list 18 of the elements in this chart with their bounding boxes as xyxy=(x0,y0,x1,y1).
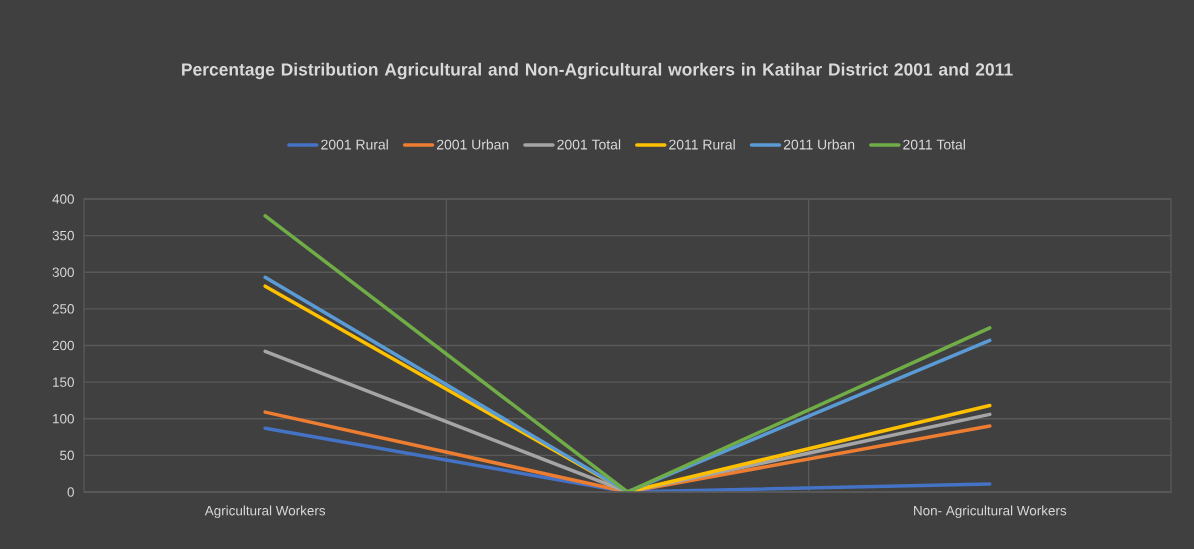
y-tick-label: 0 xyxy=(67,487,74,497)
legend-label: 2001 Total xyxy=(557,139,621,150)
chart-title: Percentage Distribution Agricultural and Non-Agricultural workers in Katihar District 2001 and 2011 xyxy=(182,62,1013,80)
x-tick-label: Agricultural Workers xyxy=(204,505,326,519)
y-tick-label: 100 xyxy=(53,413,74,424)
y-tick-label: 300 xyxy=(52,267,74,277)
y-tick-label: 50 xyxy=(60,450,74,461)
legend-label: 2001 Rural xyxy=(321,139,388,150)
legend-label: 2001 Urban xyxy=(437,139,509,150)
x-tick-label: Non- Agricultural Workers xyxy=(914,505,1067,519)
legend-label: 2011 Total xyxy=(903,139,965,150)
y-tick-label: 250 xyxy=(52,304,74,314)
legend-label: 2011 Urban xyxy=(783,139,855,150)
y-tick-label: 200 xyxy=(52,340,74,351)
legend-label: 2011 Rural xyxy=(669,139,735,150)
y-tick-label: 400 xyxy=(52,194,74,204)
y-tick-label: 350 xyxy=(52,230,74,241)
y-tick-label: 150 xyxy=(53,377,74,387)
